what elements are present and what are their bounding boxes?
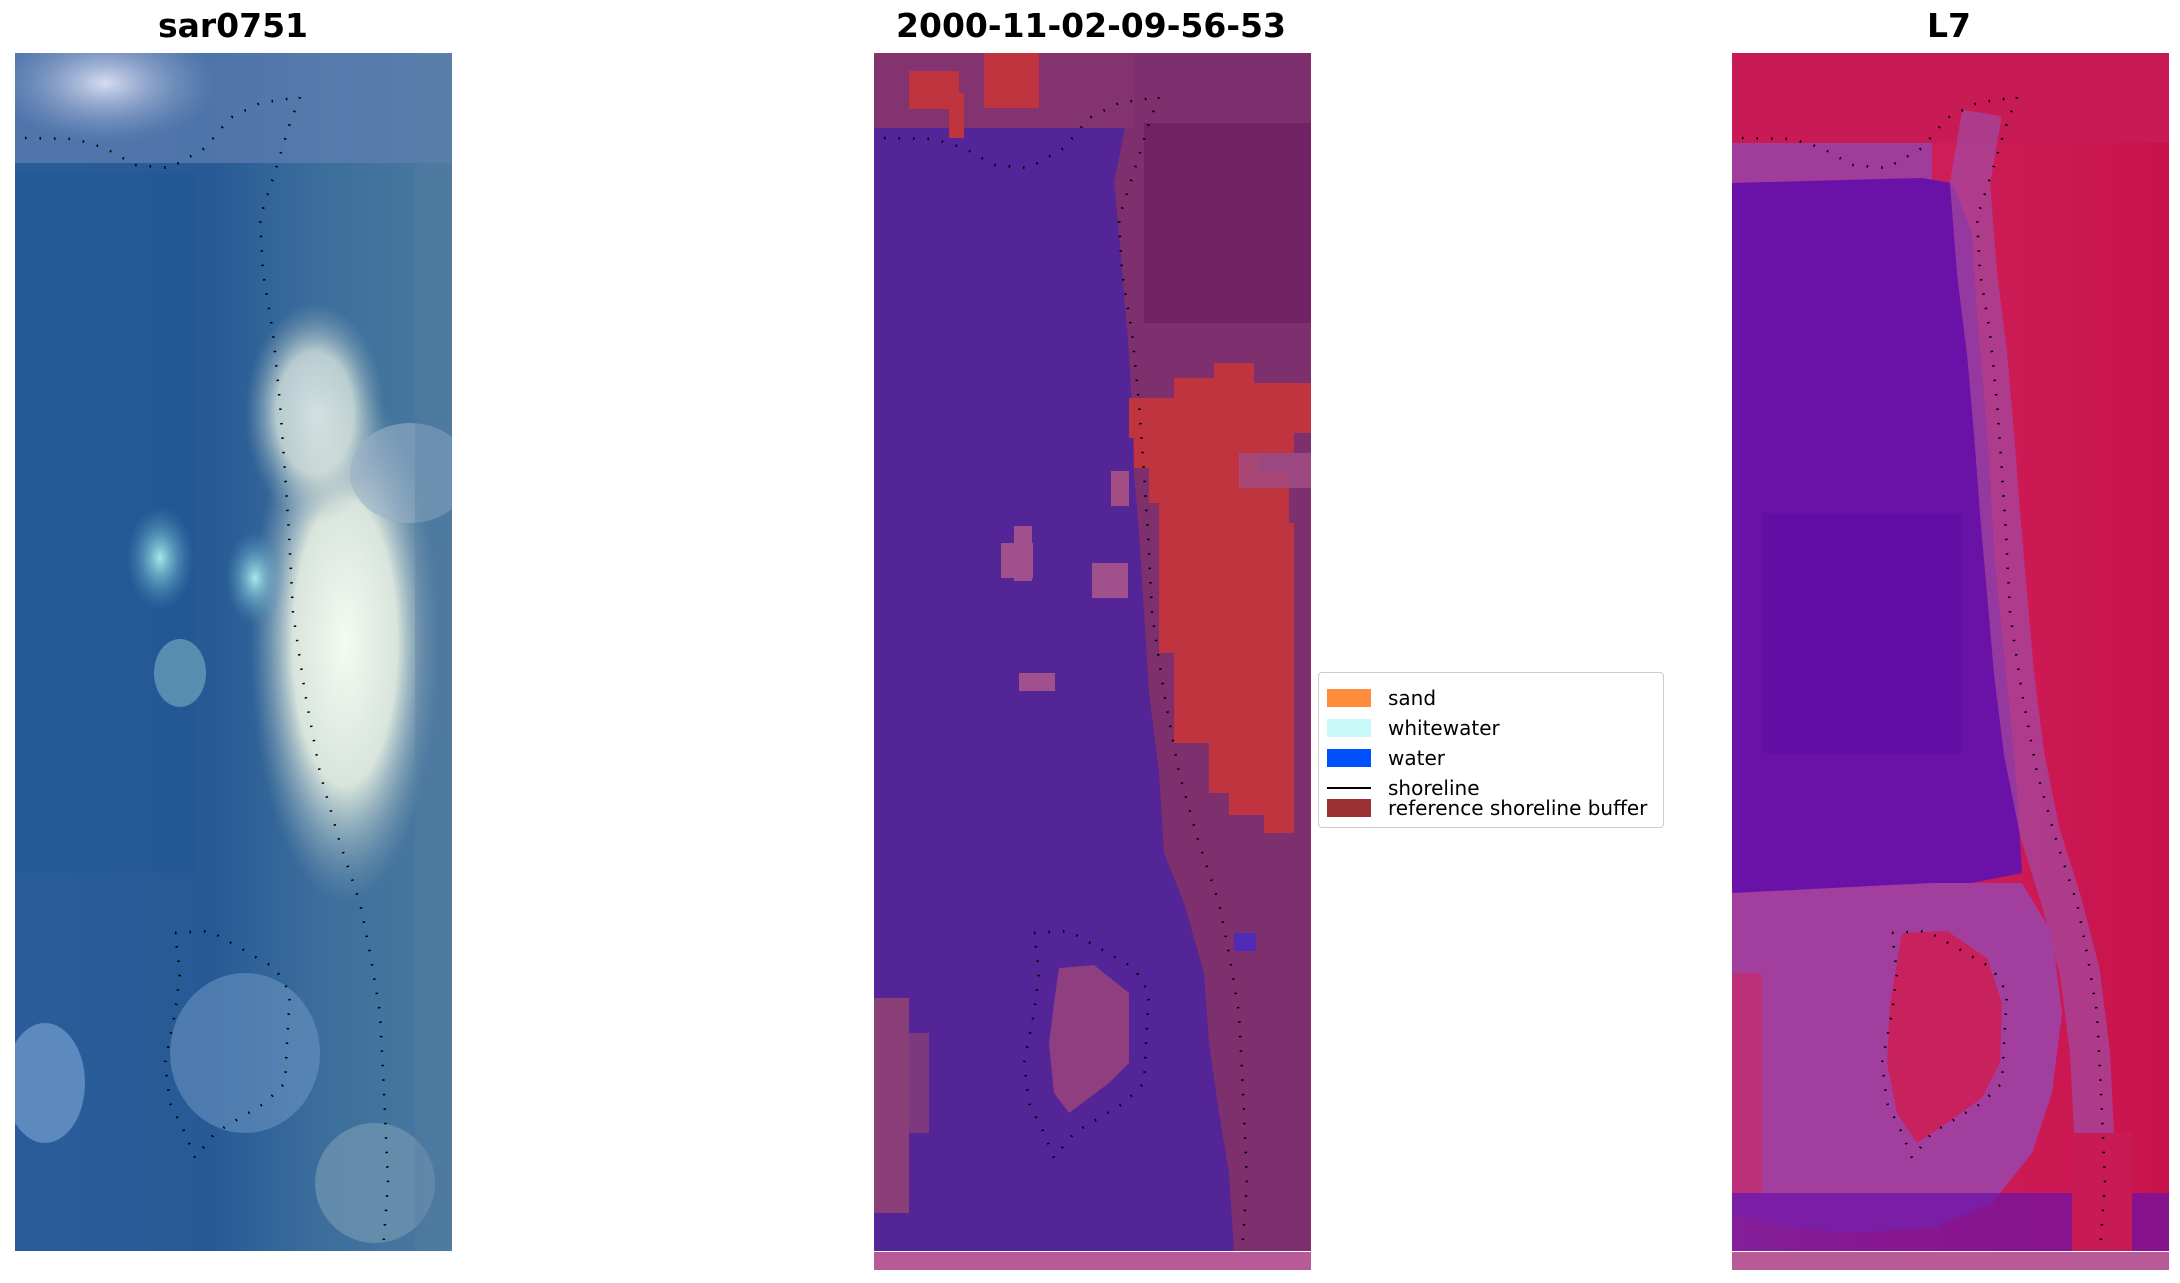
classified-bottom-strip bbox=[874, 1252, 1311, 1270]
panel-title-classified: 2000-11-02-09-56-53 bbox=[896, 6, 1286, 45]
legend-item-shoreline: shoreline bbox=[1327, 776, 1480, 800]
legend-item-water: water bbox=[1327, 746, 1445, 770]
legend-swatch-whitewater bbox=[1327, 719, 1371, 737]
index-bottom-strip bbox=[1732, 1252, 2169, 1270]
classified-image bbox=[874, 53, 1311, 1251]
index-image bbox=[1732, 53, 2169, 1251]
legend-label: sand bbox=[1388, 686, 1437, 710]
legend-line-shoreline bbox=[1327, 786, 1371, 790]
legend-label: whitewater bbox=[1388, 716, 1500, 740]
legend-item-whitewater: whitewater bbox=[1327, 716, 1500, 740]
legend-swatch-water bbox=[1327, 749, 1371, 767]
legend-label: water bbox=[1388, 746, 1445, 770]
legend-label: reference shoreline buffer bbox=[1388, 796, 1648, 820]
panel-title-index: L7 bbox=[1927, 6, 1971, 45]
legend-swatch-sand bbox=[1327, 689, 1371, 707]
legend-item-sand: sand bbox=[1327, 686, 1436, 710]
legend-item-reference-buffer: reference shoreline buffer bbox=[1327, 796, 1647, 820]
legend: sand whitewater water shoreline referenc… bbox=[1318, 672, 1664, 828]
legend-swatch-reference-buffer bbox=[1327, 799, 1371, 817]
panel-title-rgb: sar0751 bbox=[157, 6, 309, 45]
legend-label: shoreline bbox=[1388, 776, 1480, 800]
rgb-satellite-image bbox=[15, 53, 452, 1251]
